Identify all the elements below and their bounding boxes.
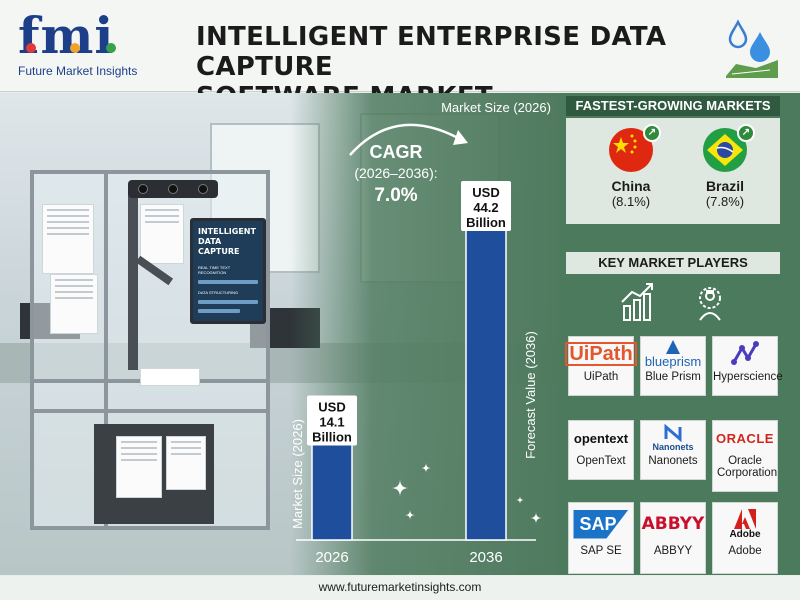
cagr-arrow <box>349 123 459 156</box>
vendor-name: Nanonets <box>648 455 698 467</box>
vendor-card[interactable]: Hyperscience <box>712 336 783 396</box>
value-label: USD <box>318 400 345 415</box>
cagr-label: CAGR <box>370 142 423 162</box>
vendor-name: ABBYY <box>653 545 693 557</box>
value-label: 14.1 <box>319 415 344 430</box>
vendor-card[interactable]: ORACLE Oracle Corporation <box>712 420 778 492</box>
vendor-card[interactable]: SAP SAP SE <box>568 502 634 574</box>
adobe-icon <box>734 508 756 529</box>
country-name: Brazil <box>705 178 745 194</box>
scanner-camera-icon <box>128 180 218 198</box>
screen-title-1: INTELLIGENT <box>198 227 256 236</box>
country-china: ↗ China (8.1%) <box>586 124 676 209</box>
country-brazil: ↗ Brazil (7.8%) <box>680 124 770 209</box>
adobe-logo: Adobe <box>713 503 777 545</box>
market-size-chart: Market Size (2026) CAGR (2026–2036): 7.0% US… <box>290 100 551 566</box>
country-value: (7.8%) <box>705 194 745 209</box>
key-players-title: KEY MARKET PLAYERS <box>566 252 780 274</box>
vendor-card[interactable]: ABBYY ABBYY <box>640 502 706 574</box>
bar-side-label: Market Size (2026) <box>290 419 305 529</box>
water-drops-icon <box>726 19 778 78</box>
vendor-card[interactable]: opentext OpenText <box>568 420 634 480</box>
chart-title: Market Size (2026) <box>441 100 551 115</box>
vendor-name: Adobe <box>728 545 762 557</box>
cagr-arrowhead <box>453 130 468 145</box>
vendor-name: Blue Prism <box>645 371 701 383</box>
brazil-flag-icon: ↗ <box>703 124 755 172</box>
nanonets-logo: Nanonets <box>641 421 705 455</box>
value-label-box <box>461 181 511 231</box>
vendor-name: SAP SE <box>580 545 622 557</box>
logo-mark: fmi <box>18 10 168 62</box>
country-name: China <box>611 178 651 194</box>
logo-subtitle: Future Market Insights <box>18 64 138 78</box>
fastest-growing-title: FASTEST-GROWING MARKETS <box>566 96 780 116</box>
bar-side-label: Forecast Value (2036) <box>523 331 538 459</box>
vendor-card[interactable]: Adobe Adobe <box>712 502 778 574</box>
logo[interactable]: fmi Future Market Insights <box>18 10 168 86</box>
category-label: 2026 <box>315 549 348 566</box>
cagr-value: 7.0% <box>374 185 417 206</box>
hyperscience-icon <box>713 337 777 371</box>
sparkle-icon <box>405 510 415 520</box>
prism-icon <box>666 339 680 354</box>
vendor-card[interactable]: blueprism Blue Prism <box>640 336 706 396</box>
sparkle-icon <box>391 479 409 497</box>
website-link[interactable]: www.futuremarketinsights.com <box>318 580 482 594</box>
vendor-card[interactable]: Nanonets Nanonets <box>640 420 706 480</box>
paper-stack <box>140 368 200 386</box>
value-label: Billion <box>466 215 506 230</box>
footer <box>0 576 800 600</box>
blueprism-logo: blueprism <box>641 337 705 371</box>
vendor-name: UiPath <box>583 371 619 383</box>
bar-2026 <box>311 438 353 541</box>
sparkle-icon <box>516 496 524 504</box>
cagr-period: (2026–2036): <box>354 165 437 181</box>
sap-logo: SAP <box>569 503 633 545</box>
header <box>0 0 800 92</box>
value-label: USD <box>472 185 499 200</box>
scanner-arm <box>128 190 138 370</box>
vendor-name: OpenText <box>576 455 626 467</box>
screen-title-2: DATA CAPTURE <box>198 237 240 256</box>
bar-2036 <box>465 224 507 541</box>
title-line-1: INTELLIGENT ENTERPRISE DATA CAPTURE <box>196 22 667 82</box>
sparkle-icon <box>421 463 431 473</box>
trend-up-icon: ↗ <box>737 124 755 142</box>
business-person-icon <box>699 287 721 321</box>
opentext-logo: opentext <box>573 430 629 446</box>
uipath-logo: UiPath <box>565 337 637 371</box>
china-flag-icon: ↗ <box>609 124 661 172</box>
bar-growth-icon <box>621 283 653 321</box>
logo-text: fmi <box>18 6 115 65</box>
kiosk-screen: INTELLIGENT DATA CAPTURE REAL TIME TEXT … <box>190 218 266 324</box>
category-label: 2036 <box>469 549 502 566</box>
value-label: 44.2 <box>473 200 498 215</box>
logo-dots <box>26 10 136 62</box>
country-value: (8.1%) <box>611 194 651 209</box>
trend-up-icon: ↗ <box>643 124 661 142</box>
vendor-name: Oracle Corporation <box>717 455 778 479</box>
sparkle-icon <box>530 512 542 524</box>
value-label: Billion <box>312 430 352 445</box>
oracle-logo: ORACLE <box>716 430 774 446</box>
vendor-name: Hyperscience <box>713 371 783 383</box>
screen-label-1: REAL TIME TEXT RECOGNITION <box>198 265 231 275</box>
value-label-box <box>307 395 357 446</box>
vendor-card[interactable]: UiPath UiPath <box>565 336 637 396</box>
abbyy-logo: ABBYY <box>641 514 705 534</box>
screen-label-2: DATA STRUCTURING <box>198 290 239 295</box>
